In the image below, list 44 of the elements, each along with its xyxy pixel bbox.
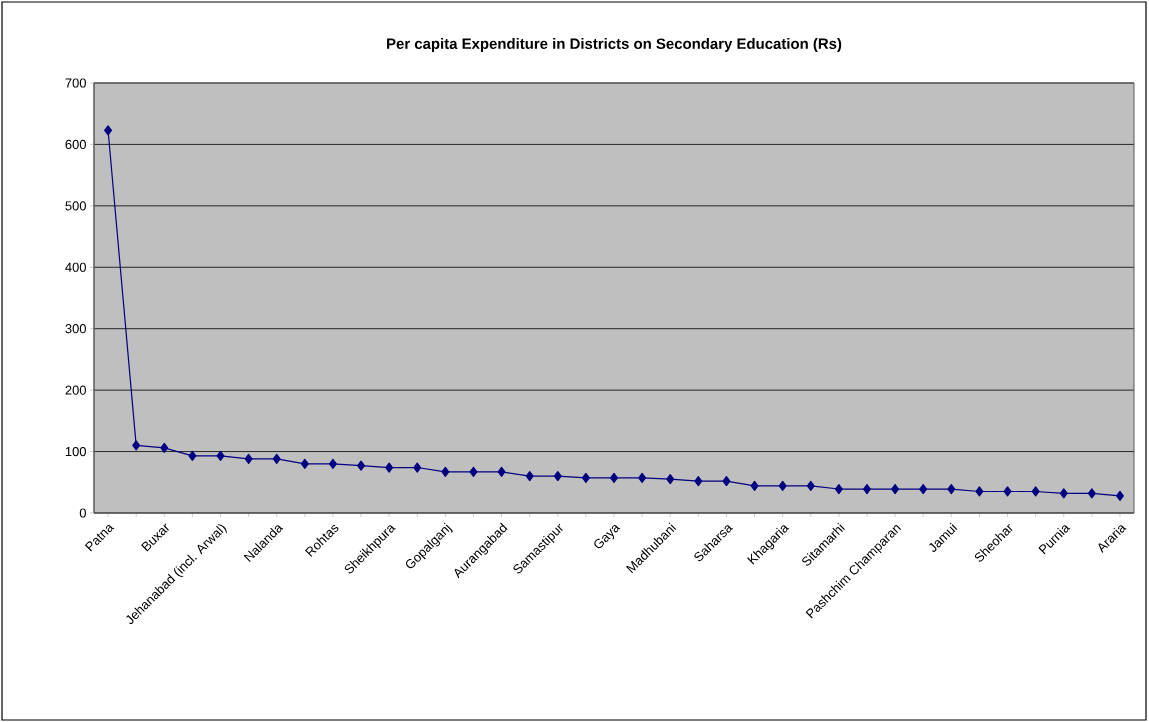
- point: [1115, 490, 1124, 501]
- point: [666, 474, 675, 485]
- point: [413, 462, 422, 473]
- y-tick-label: 500: [65, 201, 86, 211]
- point: [975, 486, 984, 497]
- point: [947, 483, 956, 495]
- y-tick-label: 600: [65, 139, 86, 149]
- point: [160, 442, 169, 453]
- point: [919, 483, 928, 495]
- chart-title: Per capita Expenditure in Districts on Secondary Education (Rs): [387, 38, 842, 52]
- point: [272, 453, 281, 465]
- point: [441, 466, 450, 477]
- y-tick-label: 200: [65, 385, 86, 395]
- point: [104, 125, 113, 136]
- point: [328, 458, 337, 469]
- point: [834, 483, 843, 495]
- point: [300, 458, 309, 469]
- point: [1087, 488, 1096, 499]
- y-tick-label: 0: [79, 508, 86, 518]
- point: [216, 450, 225, 461]
- point: [132, 440, 141, 451]
- point: [806, 480, 815, 492]
- point: [188, 450, 197, 461]
- point: [385, 462, 394, 473]
- point: [722, 475, 731, 487]
- point: [778, 480, 787, 492]
- point: [1059, 488, 1068, 499]
- point: [525, 471, 534, 482]
- point: [1031, 486, 1040, 497]
- point: [638, 472, 647, 484]
- point: [469, 466, 478, 477]
- point: [750, 480, 759, 492]
- y-tick-label: 300: [65, 324, 86, 334]
- point: [694, 475, 703, 487]
- point: [891, 483, 900, 495]
- y-tick-label: 700: [65, 78, 86, 88]
- y-tick-label: 100: [65, 446, 86, 457]
- point: [553, 471, 562, 482]
- point: [244, 453, 253, 465]
- point: [1003, 486, 1012, 497]
- point: [497, 466, 506, 477]
- y-tick-label: 400: [65, 262, 86, 272]
- point: [581, 472, 590, 484]
- point: [357, 460, 366, 471]
